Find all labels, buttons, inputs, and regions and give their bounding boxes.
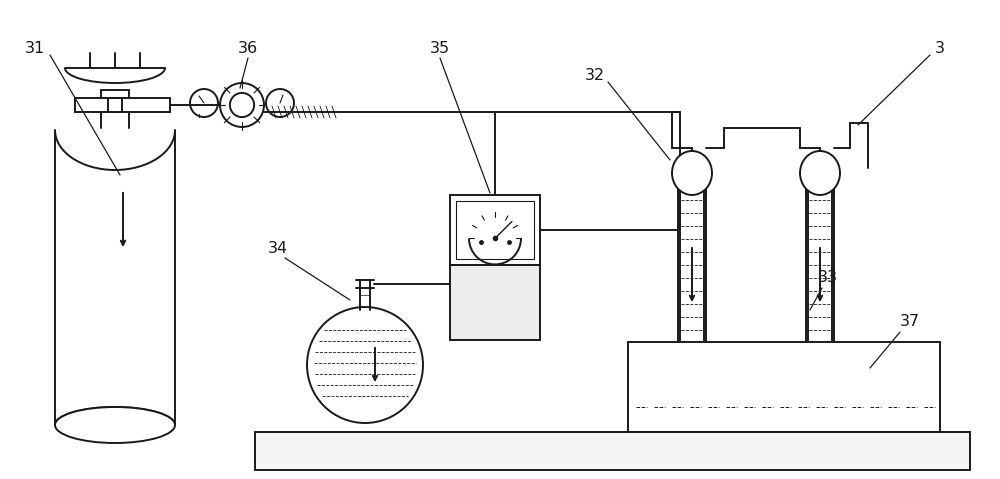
Bar bbox=[450, 195, 540, 265]
Circle shape bbox=[190, 89, 218, 117]
Text: 3: 3 bbox=[935, 41, 945, 56]
Ellipse shape bbox=[55, 407, 175, 443]
Text: 33: 33 bbox=[818, 271, 838, 285]
Text: 32: 32 bbox=[585, 68, 605, 82]
Circle shape bbox=[266, 89, 294, 117]
Bar bbox=[628, 342, 940, 432]
Text: 35: 35 bbox=[430, 41, 450, 56]
Text: 36: 36 bbox=[238, 41, 258, 56]
Circle shape bbox=[230, 93, 254, 117]
Circle shape bbox=[220, 83, 264, 127]
Bar bbox=[255, 432, 970, 470]
Bar bbox=[456, 201, 534, 259]
Text: 37: 37 bbox=[900, 315, 920, 330]
Bar bbox=[450, 265, 540, 340]
Text: 34: 34 bbox=[268, 240, 288, 255]
Ellipse shape bbox=[672, 151, 712, 195]
Circle shape bbox=[307, 307, 423, 423]
Ellipse shape bbox=[800, 151, 840, 195]
Bar bbox=[75, 98, 170, 112]
Bar bbox=[108, 98, 122, 112]
Text: 31: 31 bbox=[25, 41, 45, 56]
